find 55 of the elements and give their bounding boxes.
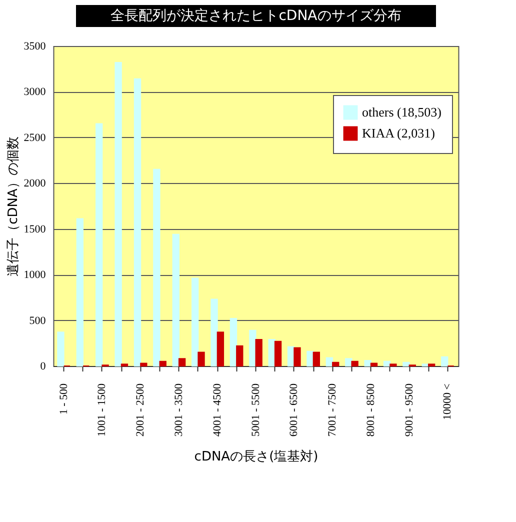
x-tick-label: 3001 - 3500 <box>172 383 185 437</box>
bar <box>255 338 262 366</box>
bar <box>383 360 391 366</box>
bar <box>76 218 84 366</box>
bar <box>345 358 352 366</box>
bar <box>332 362 340 366</box>
bar <box>326 357 334 366</box>
bar <box>172 234 180 366</box>
legend-label: others (18,503) <box>362 104 442 120</box>
y-tick-label: 3500 <box>24 40 46 52</box>
x-tick-label: 9001 - 9500 <box>403 383 416 437</box>
x-tick-label: 6001 - 6500 <box>288 383 300 437</box>
bar <box>191 278 199 366</box>
y-tick-label: 2000 <box>24 178 46 190</box>
bar <box>134 78 142 366</box>
bar <box>306 350 314 366</box>
bar <box>96 123 103 366</box>
y-tick-label: 0 <box>40 360 46 372</box>
bar <box>236 345 244 366</box>
x-tick-label: 1001 - 1500 <box>96 383 108 437</box>
bar <box>294 347 301 366</box>
x-tick-label: 1 - 500 <box>58 383 70 415</box>
bar <box>153 168 160 366</box>
bar <box>274 340 282 366</box>
bar <box>249 330 256 366</box>
bar <box>402 362 410 366</box>
bar <box>159 360 166 366</box>
bar <box>351 360 358 366</box>
bar <box>198 352 205 366</box>
bar <box>114 62 122 366</box>
y-tick-label: 1000 <box>24 269 46 282</box>
bar <box>178 358 186 366</box>
y-tick-label: 3000 <box>24 86 46 98</box>
x-tick-label: 8001 - 8500 <box>364 383 377 437</box>
bar <box>312 352 320 366</box>
x-tick-label: 10000 < <box>442 384 454 420</box>
bar <box>441 356 448 366</box>
bar <box>210 298 218 366</box>
bar <box>216 332 224 366</box>
x-tick-label: 2001 - 2500 <box>134 383 147 437</box>
x-axis-title: cDNAの長さ(塩基対) <box>194 448 318 465</box>
chart-title: 全長配列が決定されたヒトcDNAのサイズ分布 <box>110 8 402 24</box>
bar <box>140 362 148 366</box>
bar <box>370 362 378 366</box>
bar <box>364 360 372 366</box>
bar <box>230 318 238 366</box>
legend-label: KIAA (2,031) <box>362 126 435 140</box>
y-tick-label: 2500 <box>24 132 46 144</box>
y-tick-label: 1500 <box>24 223 46 236</box>
x-tick-label: 7001 - 7500 <box>326 383 339 437</box>
y-tick-label: 500 <box>29 314 46 327</box>
x-tick-label: 4001 - 4500 <box>211 383 224 437</box>
x-tick-label: 5001 - 5500 <box>250 383 262 437</box>
y-axis-title: 遺伝子（cDNA）の個数 <box>6 136 21 276</box>
bar <box>57 332 64 366</box>
